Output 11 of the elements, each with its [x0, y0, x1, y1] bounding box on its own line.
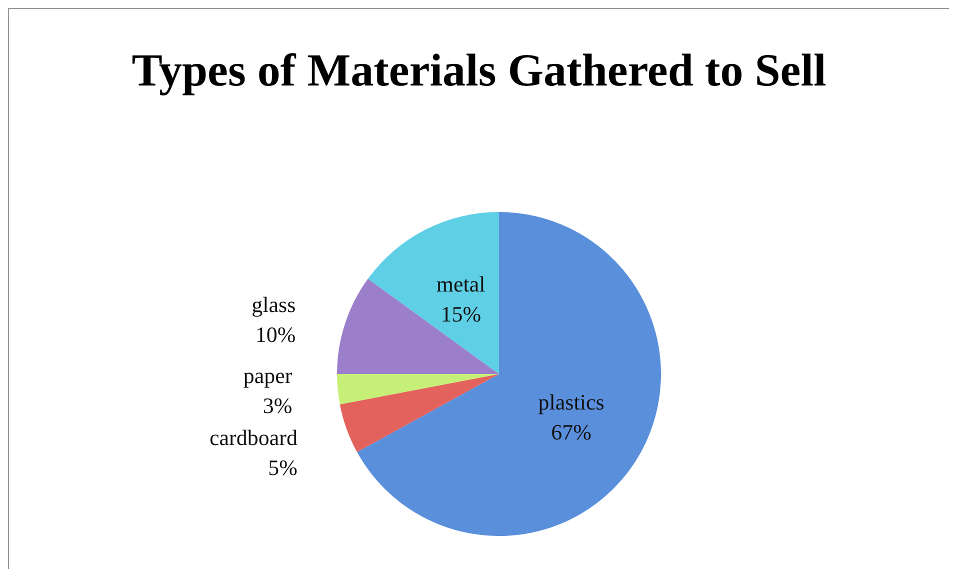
data-label: 67% — [551, 419, 592, 444]
data-label: 15% — [440, 302, 482, 327]
slice-label: cardboard — [210, 425, 298, 450]
data-label: 10% — [255, 322, 296, 347]
slice-label: paper — [243, 363, 293, 388]
slice-label: glass — [252, 292, 296, 317]
data-label: 3% — [262, 393, 292, 418]
chart-title: Types of Materials Gathered to Sell — [132, 44, 826, 96]
data-label: 5% — [268, 455, 298, 480]
slice-label: plastics — [538, 389, 604, 414]
slice-label: metal — [436, 272, 486, 297]
